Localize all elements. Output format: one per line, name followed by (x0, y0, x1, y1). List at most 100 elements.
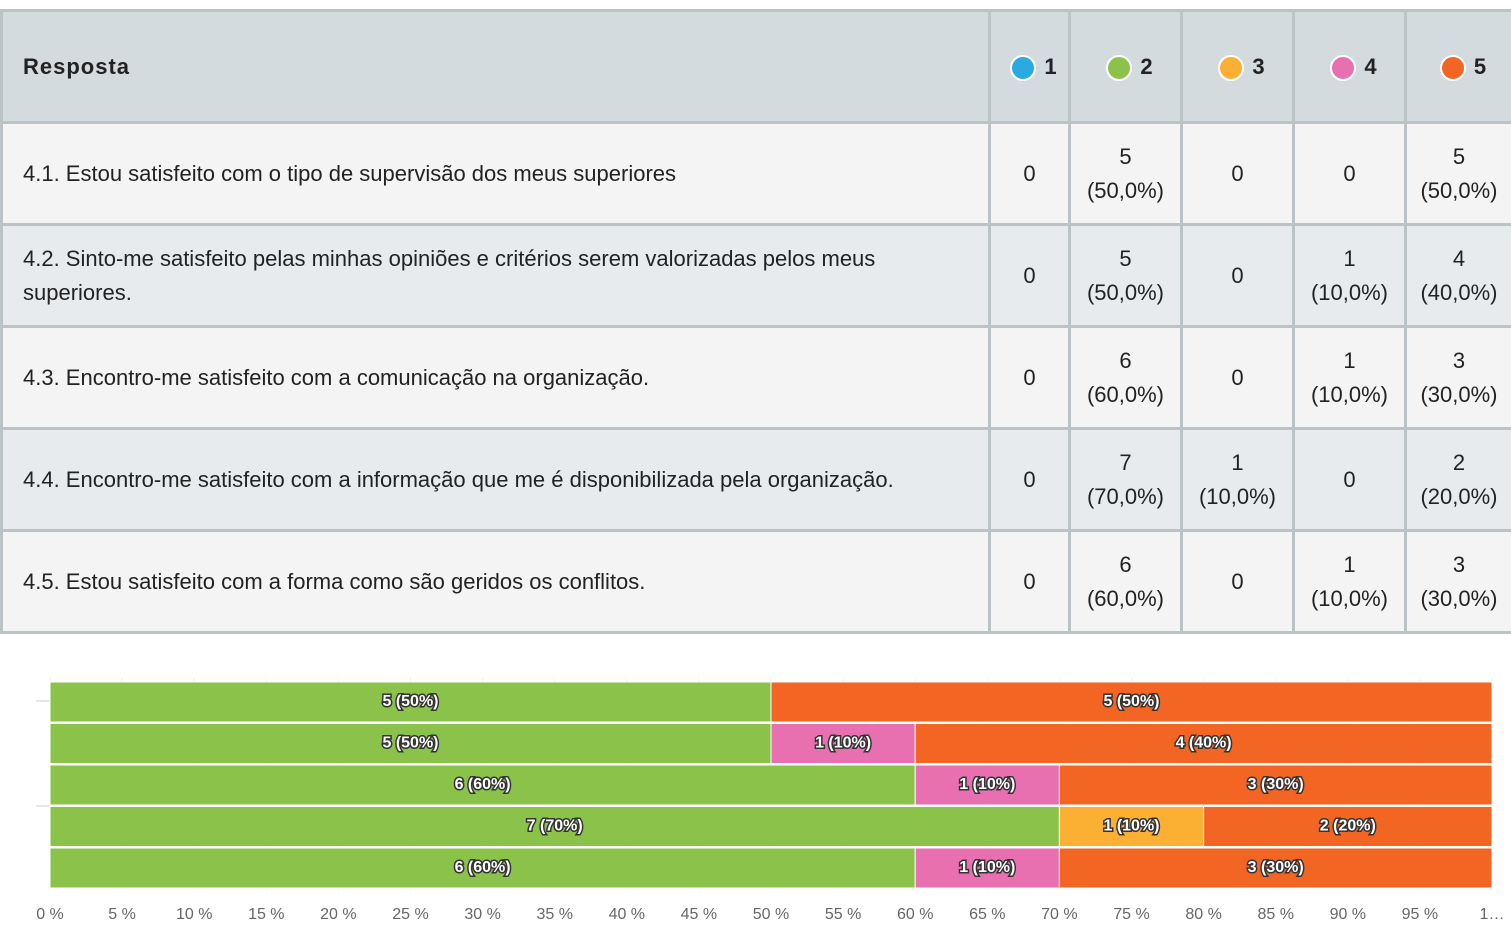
bar-segment (914, 764, 1060, 806)
results-table: Resposta 1 2 3 4 5 4.1. Estou satisfeito com… (0, 9, 1511, 634)
x-tick-label: 60 % (897, 906, 933, 923)
data-label: 4 (40%) (1176, 735, 1232, 752)
x-tick-label: 30 % (464, 906, 500, 923)
count-cell: 0 (1180, 529, 1295, 634)
cell-text: (10,0%) (1310, 585, 1389, 611)
cell-text: (30,0%) (1420, 381, 1498, 407)
column-header: 2 (1068, 9, 1183, 124)
bar-segment (914, 847, 1060, 889)
bar-segment (914, 723, 1493, 764)
cell-text: 3 (1452, 347, 1466, 373)
cell-text: (10,0%) (1198, 483, 1277, 509)
count-cell: 1 (10,0%) (1292, 223, 1407, 328)
count-cell: 7 (70,0%) (1068, 427, 1183, 532)
x-tick-label: 65 % (969, 906, 1005, 923)
cell-text: (20,0%) (1420, 483, 1498, 509)
data-label: 3 (30%) (1248, 859, 1304, 876)
cell-text: 7 (1119, 449, 1132, 475)
cell-text: 0 (1343, 466, 1356, 492)
legend-dot (1330, 54, 1357, 81)
header-cell: Resposta (0, 9, 991, 124)
cell-text: 6 (1119, 551, 1132, 577)
bar-segment (49, 764, 916, 806)
count-cell: 1 (10,0%) (1180, 427, 1295, 532)
legend-dot (1218, 54, 1245, 81)
x-tick-label: 90 % (1330, 906, 1366, 923)
cell-text: 0 (1231, 364, 1244, 390)
table-row: 4.3. Encontro-me satisfeito com a comuni… (0, 325, 1511, 430)
column-header: 4 (1292, 9, 1407, 124)
count-cell: 3 (30,0%) (1404, 529, 1511, 634)
bar-segment (1058, 806, 1205, 847)
legend-dot (1439, 54, 1466, 81)
bar-segment (49, 847, 916, 889)
count-cell: 4 (40,0%) (1404, 223, 1511, 328)
x-tick-label: 1… (1480, 906, 1505, 923)
count-cell: 0 (988, 121, 1071, 226)
cell-text: 6 (1119, 347, 1132, 373)
count-cell: 0 (1180, 121, 1295, 226)
column-label: 3 (1252, 53, 1265, 79)
header-row: Resposta 1 2 3 4 5 (0, 9, 1511, 124)
cell-text: 0 (1231, 160, 1244, 186)
table-body: 4.1. Estou satisfeito com o tipo de supe… (0, 121, 1511, 634)
x-tick-label: 25 % (392, 906, 428, 923)
cell-text: (60,0%) (1086, 381, 1165, 407)
row-label: 4.2. Sinto-me satisfeito pelas minhas op… (0, 223, 991, 328)
count-cell: 0 (988, 325, 1071, 430)
x-tick-label: 40 % (609, 906, 645, 923)
data-label: 5 (50%) (382, 693, 438, 710)
x-tick-label: 0 % (36, 906, 64, 923)
bar-segment (49, 806, 1060, 847)
count-cell: 1 (10,0%) (1292, 325, 1407, 430)
row-label: 4.3. Encontro-me satisfeito com a comuni… (0, 325, 991, 430)
cell-text: 0 (1231, 568, 1244, 594)
x-tick-label: 55 % (825, 906, 861, 923)
x-tick-label: 10 % (176, 906, 212, 923)
cell-text: 5 (1452, 143, 1466, 169)
cell-text: 2 (1452, 449, 1466, 475)
count-cell: 5 (50,0%) (1404, 121, 1511, 226)
cell-text: (30,0%) (1420, 585, 1498, 611)
data-label: 5 (50%) (1103, 693, 1159, 710)
cell-text: 0 (1023, 466, 1036, 492)
x-tick-label: 80 % (1185, 906, 1221, 923)
count-cell: 5 (50,0%) (1068, 223, 1183, 328)
cell-text: 1 (1231, 449, 1244, 475)
data-label: 6 (60%) (455, 776, 511, 793)
column-header: 1 (988, 9, 1071, 124)
count-cell: 0 (1180, 325, 1295, 430)
x-tick-label: 70 % (1041, 906, 1077, 923)
data-label: 1 (10%) (959, 776, 1015, 793)
column-label: 4 (1364, 53, 1377, 79)
cell-text: 0 (1023, 568, 1036, 594)
table-row: 4.5. Estou satisfeito com a forma como s… (0, 529, 1511, 634)
row-label: 4.1. Estou satisfeito com o tipo de supe… (0, 121, 991, 226)
chart: 0 % 5 % 10 % 15 % 20 % 25 % 30 % 35 % 40 % 45 % 50… (36, 678, 1505, 923)
count-cell: 0 (988, 427, 1071, 532)
x-tick-label: 35 % (536, 906, 572, 923)
cell-text: (50,0%) (1086, 279, 1165, 305)
bar-segment (770, 723, 916, 764)
cell-text: 5 (1119, 245, 1132, 271)
data-label: 5 (50%) (382, 735, 438, 752)
count-cell: 3 (30,0%) (1404, 325, 1511, 430)
cell-text: (10,0%) (1310, 279, 1389, 305)
x-tick-label: 95 % (1402, 906, 1438, 923)
cell-text: 5 (1119, 143, 1132, 169)
legend-dot (1010, 54, 1037, 81)
table-row: 4.1. Estou satisfeito com o tipo de supe… (0, 121, 1511, 226)
bar-segment (1203, 806, 1493, 847)
cell-text: (60,0%) (1086, 585, 1165, 611)
count-cell: 5 (50,0%) (1068, 121, 1183, 226)
cell-text: 1 (1343, 347, 1356, 373)
cell-text: 0 (1023, 364, 1036, 390)
count-cell: 6 (60,0%) (1068, 325, 1183, 430)
column-label: 5 (1473, 53, 1487, 79)
count-cell: 0 (1292, 427, 1407, 532)
table-row: 4.4. Encontro-me satisfeito com a inform… (0, 427, 1511, 532)
count-cell: 1 (10,0%) (1292, 529, 1407, 634)
cell-text: (50,0%) (1086, 177, 1165, 203)
bar-segment (1058, 764, 1493, 806)
